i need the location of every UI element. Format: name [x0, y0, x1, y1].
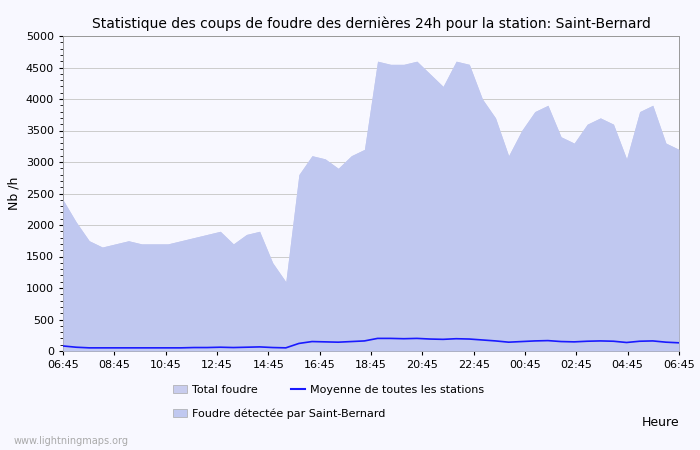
Y-axis label: Nb /h: Nb /h — [7, 177, 20, 210]
Legend: Foudre détectée par Saint-Bernard: Foudre détectée par Saint-Bernard — [174, 409, 386, 419]
Text: www.lightningmaps.org: www.lightningmaps.org — [14, 436, 129, 446]
Text: Heure: Heure — [641, 416, 679, 429]
Title: Statistique des coups de foudre des dernières 24h pour la station: Saint-Bernard: Statistique des coups de foudre des dern… — [92, 16, 650, 31]
